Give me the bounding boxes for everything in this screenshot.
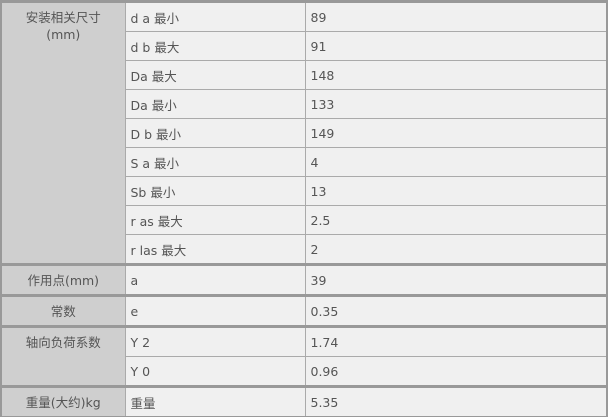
- table-row: Sb 最小 13: [1, 176, 608, 206]
- param-value: 133: [304, 89, 608, 119]
- group-label: 作用点(mm): [0, 263, 126, 296]
- param-name: S a 最小: [124, 147, 306, 177]
- group-label: 重量(大约)kg: [0, 385, 126, 417]
- param-name: Y 0: [124, 356, 306, 387]
- param-name: Y 2: [124, 325, 306, 357]
- param-name: Da 最大: [124, 60, 306, 90]
- param-name: r las 最大: [124, 234, 306, 265]
- param-name: e: [124, 294, 306, 327]
- param-name: r as 最大: [124, 205, 306, 235]
- param-value: 89: [304, 0, 608, 32]
- table-row: 重量(大约)kg 重量 5.35: [0, 385, 608, 417]
- param-value: 1.74: [304, 325, 608, 357]
- table-row: D b 最小 149: [1, 118, 608, 148]
- param-value: 0.35: [304, 294, 608, 327]
- table-row: d b 最大 91: [1, 31, 608, 61]
- param-value: 91: [304, 31, 608, 61]
- param-value: 2.5: [304, 205, 608, 235]
- param-name: Sb 最小: [124, 176, 306, 206]
- param-value: 13: [304, 176, 608, 206]
- table-row: Da 最大 148: [1, 60, 608, 90]
- param-name: D b 最小: [124, 118, 306, 148]
- table-row: Da 最小 133: [1, 89, 608, 119]
- param-value: 4: [304, 147, 608, 177]
- param-name: Da 最小: [124, 89, 306, 119]
- group-label: 常数: [0, 294, 126, 327]
- param-value: 148: [304, 60, 608, 90]
- param-name: d b 最大: [124, 31, 306, 61]
- table-row: 轴向负荷系数 Y 2 1.74: [0, 325, 608, 387]
- table-row: 作用点(mm) a 39: [0, 263, 608, 296]
- table-row: Y 0 0.96: [1, 356, 608, 387]
- table-row: 常数 e 0.35: [0, 294, 608, 327]
- param-name: 重量: [124, 385, 306, 417]
- param-value: 39: [304, 263, 608, 296]
- param-name: d a 最小: [124, 0, 306, 32]
- param-value: 149: [304, 118, 608, 148]
- param-value: 2: [304, 234, 608, 265]
- group-label: 轴向负荷系数: [0, 325, 126, 387]
- table-row: S a 最小 4: [1, 147, 608, 177]
- table-row: 安装相关尺寸 (mm) d a 最小 89: [0, 0, 608, 265]
- param-value: 5.35: [304, 385, 608, 417]
- param-name: a: [124, 263, 306, 296]
- group-label: 安装相关尺寸 (mm): [0, 0, 126, 265]
- param-value: 0.96: [304, 356, 608, 387]
- table-row: r las 最大 2: [1, 234, 608, 265]
